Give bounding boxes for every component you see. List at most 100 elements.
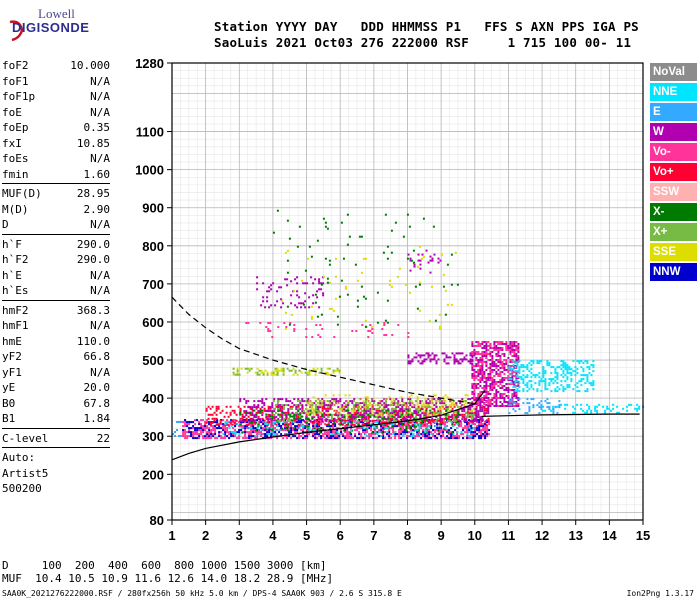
echo-point [426, 404, 429, 407]
echo-point [419, 259, 422, 262]
echo-point [262, 423, 265, 426]
echo-point [341, 404, 344, 407]
echo-point [584, 360, 587, 363]
echo-point [294, 412, 297, 414]
echo-point [377, 412, 380, 415]
echo-point [375, 425, 378, 428]
echo-point [408, 410, 411, 412]
echo-point [409, 416, 412, 419]
echo-point [509, 345, 512, 347]
echo-point [477, 345, 480, 347]
echo-point [274, 304, 277, 307]
echo-point [473, 383, 476, 385]
echo-point [576, 372, 579, 375]
echo-point [295, 414, 298, 417]
echo-point [544, 384, 547, 387]
echo-point [357, 409, 360, 412]
echo-point [508, 412, 511, 415]
echo-point [277, 413, 280, 416]
echo-point [540, 380, 543, 383]
echo-point [332, 437, 335, 440]
echo-point [254, 427, 257, 430]
echo-point [411, 358, 414, 361]
echo-point [274, 412, 277, 414]
echo-point [262, 427, 265, 430]
echo-point [482, 433, 485, 436]
echo-point [570, 374, 573, 377]
echo-point [552, 378, 555, 381]
echo-point [305, 421, 308, 424]
echo-point [303, 412, 306, 415]
echo-point [495, 401, 498, 403]
echo-point [544, 378, 547, 381]
param-value: 110.0 [76, 334, 110, 348]
echo-point [196, 431, 199, 434]
echo-point [418, 433, 421, 435]
echo-point [477, 353, 480, 355]
echo-point [376, 321, 379, 324]
echo-point [453, 360, 456, 363]
echo-point [269, 406, 272, 409]
echo-point [320, 423, 323, 426]
echo-point [404, 283, 407, 286]
echo-point [407, 356, 410, 359]
echo-point [428, 431, 431, 434]
echo-point [292, 367, 295, 370]
echo-point [260, 429, 263, 431]
echo-point [188, 429, 191, 432]
echo-point [316, 315, 319, 318]
echo-point [344, 287, 347, 290]
echo-point [425, 407, 428, 410]
distance-row: D 100 200 400 600 800 1000 1500 3000 [km… [2, 559, 327, 572]
echo-point [213, 419, 216, 422]
echo-point [326, 400, 329, 402]
echo-point [321, 413, 324, 416]
echo-point [422, 404, 425, 407]
echo-point [483, 399, 486, 401]
echo-point [267, 415, 270, 418]
echo-point [392, 429, 395, 432]
echo-point [306, 423, 309, 426]
echo-point [440, 427, 443, 430]
echo-point [302, 410, 305, 412]
echo-point [470, 425, 473, 428]
echo-point [337, 400, 340, 403]
param-row: foEp 0.35 [2, 120, 110, 136]
echo-point [475, 357, 478, 359]
echo-point [515, 405, 518, 407]
echo-point [318, 433, 321, 436]
echo-point [255, 429, 258, 432]
echo-point [290, 302, 293, 305]
echo-point [483, 373, 486, 375]
echo-point [364, 400, 367, 402]
echo-point [582, 368, 585, 371]
echo-point [452, 437, 455, 440]
echo-point [206, 419, 209, 422]
echo-point [368, 427, 371, 430]
echo-point [242, 425, 245, 428]
echo-point [296, 373, 299, 376]
echo-point [310, 305, 313, 308]
echo-point [331, 423, 334, 426]
echo-point [479, 357, 482, 359]
echo-point [438, 427, 441, 430]
echo-point [564, 380, 567, 383]
echo-point [604, 411, 607, 414]
echo-point [413, 417, 416, 420]
echo-point [481, 401, 484, 403]
echo-point [326, 373, 329, 376]
legend-item: X+ [650, 223, 697, 241]
echo-point [388, 283, 391, 286]
echo-point [248, 435, 251, 438]
echo-point [366, 435, 369, 437]
echo-point [455, 421, 458, 424]
echo-point [316, 427, 319, 430]
echo-point [485, 401, 488, 403]
y-tick-label: 900 [142, 201, 164, 216]
echo-point [266, 423, 269, 425]
echo-point [210, 429, 213, 432]
echo-point [526, 398, 529, 401]
echo-point [518, 366, 521, 369]
echo-point [276, 425, 279, 427]
echo-point [343, 429, 346, 432]
